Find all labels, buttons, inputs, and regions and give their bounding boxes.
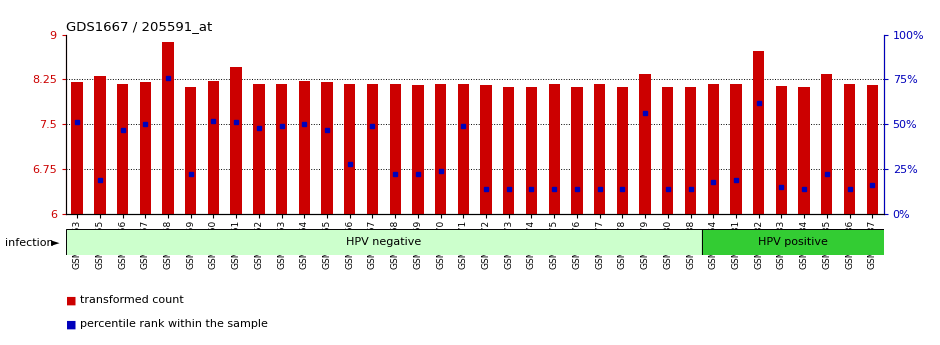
- Bar: [503, 87, 514, 214]
- Text: ■: ■: [66, 295, 76, 305]
- Bar: [798, 87, 809, 214]
- Bar: [435, 84, 446, 214]
- Bar: [253, 83, 264, 214]
- Bar: [662, 87, 673, 214]
- Bar: [208, 81, 219, 214]
- FancyBboxPatch shape: [702, 229, 884, 255]
- Bar: [299, 81, 310, 214]
- Bar: [753, 51, 764, 214]
- Bar: [117, 84, 128, 214]
- FancyBboxPatch shape: [66, 229, 702, 255]
- Bar: [389, 84, 400, 214]
- Bar: [730, 83, 742, 214]
- Bar: [617, 87, 628, 214]
- Text: HPV negative: HPV negative: [346, 237, 421, 247]
- Bar: [685, 87, 697, 214]
- Text: percentile rank within the sample: percentile rank within the sample: [80, 319, 268, 329]
- Bar: [776, 86, 787, 214]
- Bar: [344, 83, 355, 214]
- Bar: [321, 82, 333, 214]
- Bar: [94, 76, 105, 214]
- Bar: [572, 87, 583, 214]
- Bar: [230, 67, 242, 214]
- Bar: [867, 85, 878, 214]
- Bar: [594, 84, 605, 214]
- Text: GDS1667 / 205591_at: GDS1667 / 205591_at: [66, 20, 212, 33]
- Text: ►: ►: [51, 238, 59, 248]
- Bar: [185, 87, 196, 214]
- Bar: [822, 74, 833, 214]
- Text: infection: infection: [5, 238, 54, 248]
- Bar: [639, 74, 650, 214]
- Bar: [525, 87, 537, 214]
- Bar: [549, 84, 560, 214]
- Bar: [458, 83, 469, 214]
- Bar: [140, 82, 151, 214]
- Bar: [276, 83, 288, 214]
- Bar: [71, 82, 83, 214]
- Text: HPV positive: HPV positive: [758, 237, 828, 247]
- Bar: [708, 84, 719, 214]
- Bar: [702, 229, 884, 255]
- Bar: [844, 84, 855, 214]
- Bar: [480, 85, 492, 214]
- Text: ■: ■: [66, 319, 76, 329]
- Bar: [367, 84, 378, 214]
- Bar: [413, 85, 424, 214]
- Text: transformed count: transformed count: [80, 295, 183, 305]
- Bar: [163, 42, 174, 214]
